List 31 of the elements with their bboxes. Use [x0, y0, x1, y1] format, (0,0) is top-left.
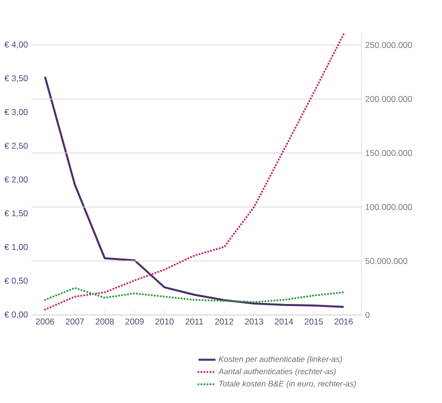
x-tick-label: 2014 — [274, 318, 294, 325]
y-tick-label: € 2,00 — [4, 176, 28, 184]
y-tick-label: € 0,50 — [4, 278, 28, 285]
x-tick-label: 2008 — [96, 318, 114, 325]
y-tick-label: € 0,00 — [4, 311, 28, 318]
x-tick-label: 2013 — [245, 318, 264, 325]
x-tick-label: 2016 — [334, 318, 353, 325]
y2-tick-label: 0 — [365, 312, 370, 318]
legend-label: Aantal authenticaties (rechter-as) — [218, 368, 336, 376]
y2-tick-label: 150.000.000 — [366, 150, 412, 156]
x-tick-label: 2007 — [66, 318, 84, 325]
y-tick-label: € 3,50 — [4, 75, 28, 82]
x-tick-label: 2010 — [155, 318, 174, 325]
line-series — [44, 76, 345, 308]
y-tick-label: € 1,00 — [4, 244, 28, 251]
x-tick-label: 2006 — [36, 318, 54, 325]
y-tick-label: € 4,00 — [4, 41, 28, 48]
x-tick-label: 2012 — [215, 318, 234, 325]
y2-tick-label: 100.000.000 — [366, 204, 412, 210]
legend-label: Kosten per authenticatie (linker-as) — [218, 356, 342, 364]
x-tick-label: 2009 — [126, 318, 144, 325]
y-tick-label: € 2,50 — [4, 142, 28, 150]
legend-label: Totale kosten B&E (in euro, rechter-as) — [219, 380, 356, 388]
y-tick-label: € 1,50 — [4, 210, 28, 218]
line-series — [44, 33, 345, 311]
x-tick-label: 2011 — [186, 318, 204, 325]
y2-tick-label: 250.000.000 — [366, 42, 412, 48]
y2-tick-label: 200.000.000 — [366, 96, 412, 102]
y2-tick-label: 50.000.000 — [365, 258, 408, 264]
y-tick-label: € 3,00 — [4, 108, 28, 116]
x-tick-label: 2015 — [304, 318, 323, 325]
